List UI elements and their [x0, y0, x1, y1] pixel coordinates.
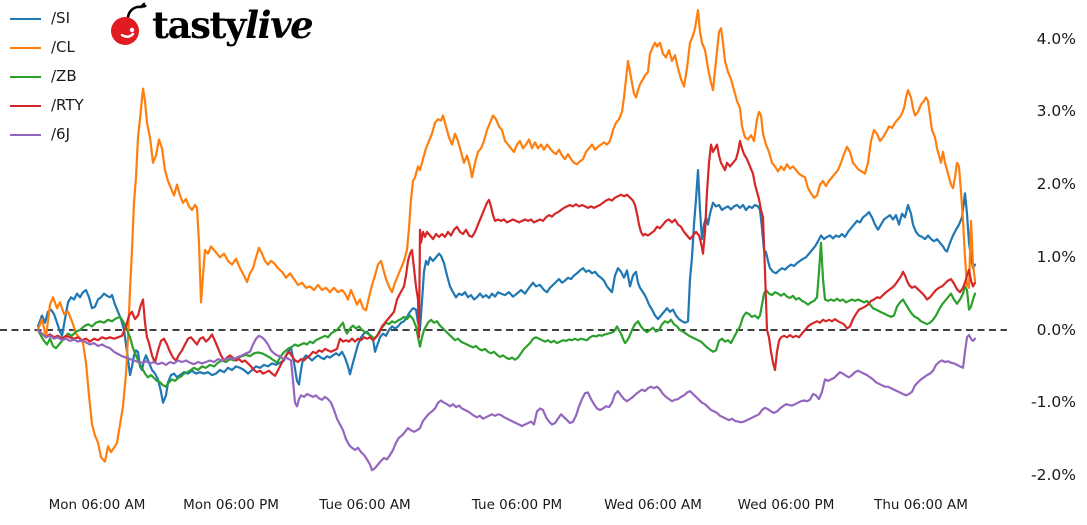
legend-label-SI: /SI	[51, 9, 70, 27]
x-tick-Tue-06-00-AM: Tue 06:00 AM	[319, 497, 411, 513]
legend-swatch-SI	[10, 17, 41, 20]
y-tick-0.0%: 0.0%	[1036, 320, 1076, 339]
legend-label-RTY: /RTY	[51, 96, 84, 114]
legend-swatch-ZB	[10, 75, 41, 78]
series-line-CL	[36, 9, 977, 463]
legend-item-SI: /SI	[10, 4, 84, 33]
logo-wordmark: tastylive	[152, 1, 314, 49]
chart-legend: /SI/CL/ZB/RTY/6J	[10, 4, 84, 149]
series-line-RTY	[36, 139, 977, 377]
legend-item-ZB: /ZB	[10, 62, 84, 91]
cherry-icon	[111, 2, 147, 45]
logo-word-live: live	[245, 3, 314, 47]
legend-item-RTY: /RTY	[10, 91, 84, 120]
y-tick-4.0%: 4.0%	[1036, 29, 1076, 48]
x-tick-Wed-06-00-AM: Wed 06:00 AM	[604, 497, 702, 513]
legend-item-CL: /CL	[10, 33, 84, 62]
cherry-highlight	[120, 32, 135, 38]
y-tick-3.0%: 3.0%	[1036, 102, 1076, 121]
legend-swatch-CL	[10, 46, 41, 49]
y-tick--1.0%: -1.0%	[1031, 393, 1076, 412]
x-tick-Thu-06-00-AM: Thu 06:00 AM	[874, 497, 968, 513]
cherry-body	[111, 17, 139, 45]
legend-swatch-6J	[10, 133, 41, 136]
y-tick--2.0%: -2.0%	[1031, 465, 1076, 484]
legend-item-6J: /6J	[10, 120, 84, 149]
x-tick-Mon-06-00-AM: Mon 06:00 AM	[48, 497, 146, 513]
tastylive-logo: tastylive	[108, 1, 314, 49]
cherry-shine	[129, 27, 135, 33]
cherry-leaf	[141, 4, 147, 8]
x-tick-Tue-06-00-PM: Tue 06:00 PM	[471, 497, 563, 513]
x-tick-Wed-06-00-PM: Wed 06:00 PM	[737, 497, 835, 513]
logo-word-tasty: tasty	[152, 3, 247, 47]
series-line-ZB	[36, 241, 977, 388]
y-tick-1.0%: 1.0%	[1036, 247, 1076, 266]
y-tick-2.0%: 2.0%	[1036, 175, 1076, 194]
series-line-6J	[36, 328, 977, 472]
legend-swatch-RTY	[10, 104, 41, 107]
legend-label-6J: /6J	[51, 125, 71, 143]
cherry-stem	[126, 2, 146, 19]
legend-label-ZB: /ZB	[51, 67, 77, 85]
series-line-SI	[36, 169, 977, 404]
x-tick-Mon-06-00-PM: Mon 06:00 PM	[183, 497, 279, 513]
legend-label-CL: /CL	[51, 38, 75, 56]
